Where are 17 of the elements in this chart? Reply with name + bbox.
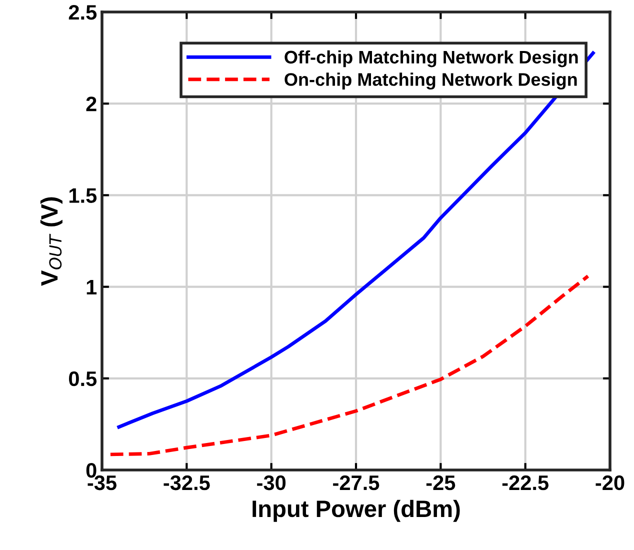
y-tick-label: 1.5 (69, 188, 97, 203)
legend-label: On-chip Matching Network Design (284, 72, 577, 90)
x-tick-label: -32.5 (164, 475, 210, 490)
x-tick-label: -22.5 (502, 475, 548, 490)
y-tick-label: 2 (86, 96, 96, 112)
x-axis-title: Input Power (dBm) (252, 500, 460, 522)
line-series (117, 51, 595, 429)
legend-label: Off-chip Matching Network Design (284, 50, 578, 68)
line-series (108, 274, 590, 456)
x-tick-label: -20 (596, 475, 624, 490)
x-tick-label: -25 (426, 475, 456, 490)
y-tick-label: 0.5 (69, 371, 97, 386)
x-tick-label: -27.5 (333, 475, 380, 490)
x-tick-label: -30 (257, 475, 286, 490)
y-axis-title: V$_{OUT}$ (V) (40, 197, 62, 286)
y-tick-label: 2.5 (68, 5, 97, 20)
y-tick-label: 1 (86, 280, 97, 294)
